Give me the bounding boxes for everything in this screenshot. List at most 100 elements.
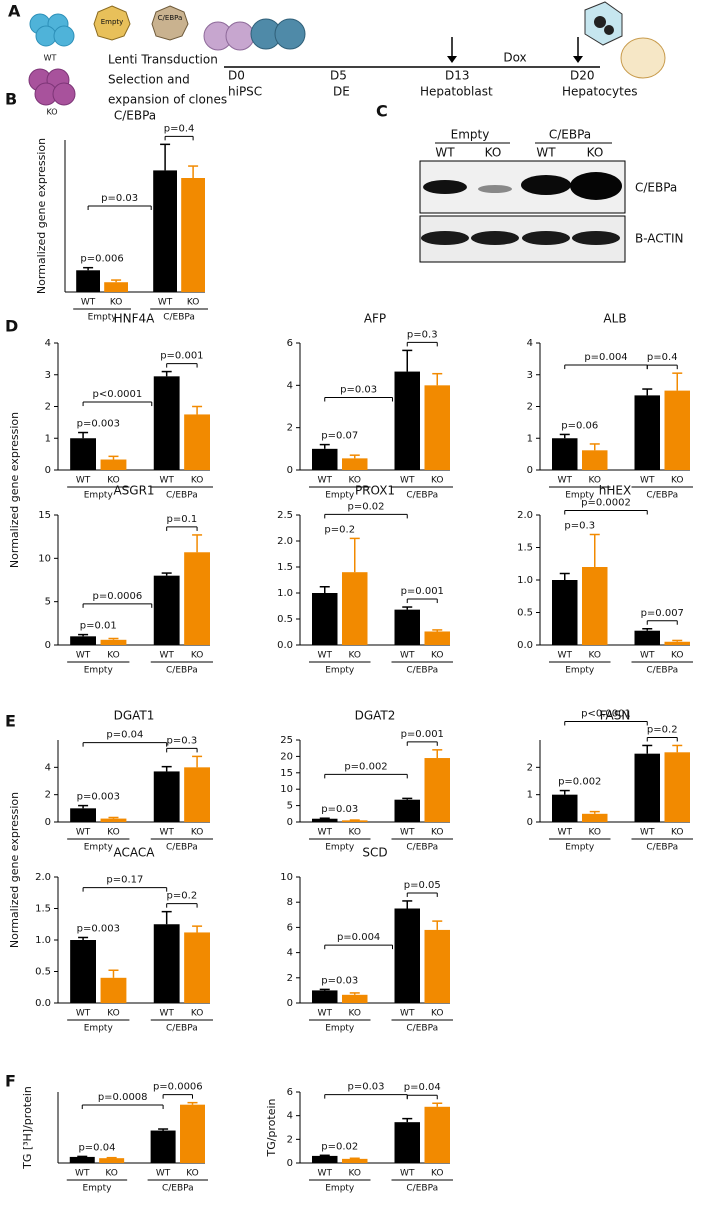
bar bbox=[70, 940, 96, 1003]
bar bbox=[312, 593, 338, 645]
p-value: p=0.0006 bbox=[93, 591, 143, 602]
y-axis-label: Normalized gene expression bbox=[8, 412, 21, 568]
bar bbox=[184, 414, 210, 470]
x-tick-label: WT bbox=[159, 828, 174, 838]
group-label: C/EBPa bbox=[646, 666, 678, 676]
p-value: p=0.02 bbox=[348, 501, 385, 512]
x-tick-label: WT bbox=[640, 651, 655, 661]
bar bbox=[312, 448, 338, 470]
x-tick-label: WT bbox=[558, 651, 573, 661]
y-tick-label: 0.0 bbox=[517, 640, 533, 651]
p-value: p=0.2 bbox=[324, 524, 355, 535]
y-tick-label: 6 bbox=[287, 1087, 293, 1098]
p-value: p=0.0006 bbox=[153, 1082, 203, 1093]
group-label: C/EBPa bbox=[166, 1024, 198, 1034]
x-tick-label: WT bbox=[558, 476, 573, 486]
group-label: Empty bbox=[325, 491, 355, 501]
group-label: C/EBPa bbox=[166, 491, 198, 501]
bar bbox=[70, 636, 96, 645]
bar bbox=[634, 753, 660, 822]
bar bbox=[394, 609, 420, 645]
x-tick-label: WT bbox=[400, 1169, 415, 1179]
bar bbox=[181, 178, 205, 292]
bar bbox=[153, 575, 180, 645]
x-tick-label: WT bbox=[558, 828, 573, 838]
panel-label: A bbox=[8, 2, 21, 21]
x-tick-label: WT bbox=[640, 828, 655, 838]
y-tick-label: 1.0 bbox=[517, 575, 533, 586]
group-label: Empty bbox=[565, 666, 595, 676]
p-value: p=0.4 bbox=[647, 352, 678, 363]
y-tick-label: 20 bbox=[280, 751, 293, 762]
x-tick-label: KO bbox=[107, 476, 120, 486]
bar bbox=[664, 641, 690, 645]
y-tick-label: 10 bbox=[280, 784, 293, 795]
blot-lane: WT bbox=[435, 146, 455, 160]
x-tick-label: KO bbox=[431, 651, 444, 661]
group-label: C/EBPa bbox=[406, 491, 438, 501]
day-label: D5 bbox=[330, 69, 347, 83]
y-axis-label: TG/protein bbox=[265, 1098, 278, 1157]
y-tick-label: 1.5 bbox=[517, 543, 533, 554]
group-label: C/EBPa bbox=[166, 843, 198, 853]
p-value: p=0.03 bbox=[348, 1082, 385, 1093]
x-tick-label: KO bbox=[589, 651, 602, 661]
p-value: p=0.2 bbox=[167, 891, 198, 902]
x-tick-label: KO bbox=[110, 298, 123, 308]
group-label: C/EBPa bbox=[646, 843, 678, 853]
x-tick-label: KO bbox=[349, 1169, 362, 1179]
y-tick-label: 6 bbox=[287, 338, 293, 349]
blot-lane: KO bbox=[587, 146, 604, 160]
p-value: p=0.003 bbox=[77, 923, 120, 934]
bar bbox=[100, 818, 127, 822]
p-value: p=0.0008 bbox=[98, 1092, 148, 1103]
stage-label: Hepatocytes bbox=[562, 85, 637, 99]
p-value: p=0.2 bbox=[647, 724, 678, 735]
p-value: p=0.001 bbox=[401, 586, 444, 597]
y-tick-label: 4 bbox=[287, 1111, 293, 1122]
y-tick-label: 0 bbox=[527, 817, 533, 828]
y-tick-label: 4 bbox=[527, 338, 533, 349]
x-tick-label: KO bbox=[671, 828, 684, 838]
p-value: p=0.02 bbox=[321, 1141, 358, 1152]
bar bbox=[100, 639, 127, 645]
p-value: p=0.004 bbox=[337, 932, 380, 943]
bar bbox=[634, 395, 660, 470]
x-tick-label: WT bbox=[318, 1169, 333, 1179]
bar bbox=[153, 771, 180, 822]
y-tick-label: 15 bbox=[38, 510, 51, 521]
y-tick-label: 1 bbox=[45, 433, 51, 444]
p-value: p=0.06 bbox=[561, 420, 598, 431]
y-tick-label: 0 bbox=[45, 817, 51, 828]
y-tick-label: 10 bbox=[38, 553, 51, 564]
y-tick-label: 1 bbox=[527, 790, 533, 801]
chart-title: DGAT2 bbox=[355, 709, 396, 723]
blot-lane: WT bbox=[536, 146, 556, 160]
panel-label: D bbox=[5, 317, 18, 336]
stage-label: hiPSC bbox=[228, 85, 262, 99]
blot-lane: KO bbox=[485, 146, 502, 160]
stage-label: Hepatoblast bbox=[420, 85, 493, 99]
x-tick-label: KO bbox=[107, 828, 120, 838]
bar bbox=[342, 1158, 368, 1163]
chart-title: ASGR1 bbox=[113, 484, 154, 498]
chart-title: FASN bbox=[600, 709, 631, 723]
p-value: p=0.003 bbox=[77, 792, 120, 803]
p-value: p=0.1 bbox=[167, 514, 198, 525]
y-tick-label: 4 bbox=[287, 948, 293, 959]
x-tick-label: KO bbox=[349, 651, 362, 661]
bar bbox=[664, 752, 690, 822]
y-tick-label: 2.0 bbox=[35, 872, 51, 883]
group-label: Empty bbox=[565, 491, 595, 501]
step-label: expansion of clones bbox=[108, 93, 227, 107]
chart-title: ACACA bbox=[114, 846, 156, 860]
y-tick-label: 1 bbox=[527, 433, 533, 444]
p-value: p=0.004 bbox=[584, 352, 627, 363]
x-tick-label: KO bbox=[105, 1169, 118, 1179]
y-tick-label: 1.0 bbox=[35, 935, 51, 946]
p-value: p=0.04 bbox=[106, 730, 143, 741]
y-tick-label: 0.5 bbox=[517, 608, 533, 619]
y-tick-label: 8 bbox=[287, 897, 293, 908]
bar bbox=[424, 758, 450, 822]
bar bbox=[184, 932, 210, 1003]
